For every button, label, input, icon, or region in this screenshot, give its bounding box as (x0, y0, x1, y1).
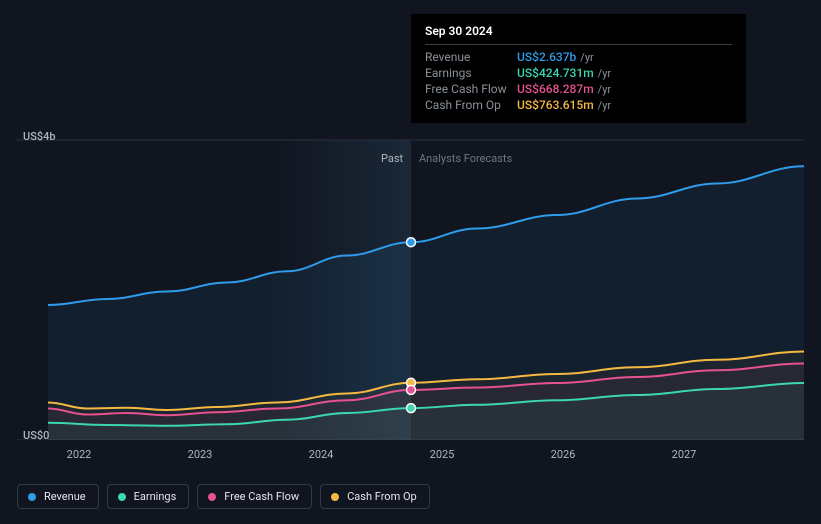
tooltip-row-unit: /yr (598, 99, 611, 112)
tooltip-row-unit: /yr (580, 51, 593, 64)
tooltip-row: RevenueUS$2.637b/yr (425, 49, 732, 65)
x-tick-label: 2023 (188, 448, 213, 461)
chart-tooltip: Sep 30 2024 RevenueUS$2.637b/yrEarningsU… (411, 14, 746, 123)
legend-dot (28, 493, 36, 501)
tooltip-row-label: Cash From Op (425, 98, 517, 112)
legend-label: Revenue (44, 490, 86, 503)
legend-label: Free Cash Flow (224, 490, 299, 503)
legend-item[interactable]: Earnings (107, 484, 190, 509)
tooltip-row-unit: /yr (598, 67, 611, 80)
series-marker (407, 238, 416, 247)
x-tick-label: 2022 (67, 448, 92, 461)
legend-item[interactable]: Cash From Op (320, 484, 430, 509)
chart-legend: Revenue Earnings Free Cash Flow Cash From O… (17, 484, 430, 509)
y-tick-label: US$0 (23, 429, 49, 442)
legend-label: Earnings (134, 490, 177, 503)
tooltip-row-value: US$424.731m (517, 66, 594, 80)
legend-dot (208, 493, 216, 501)
tooltip-row-label: Revenue (425, 50, 517, 64)
x-tick-label: 2025 (430, 448, 455, 461)
tooltip-row: EarningsUS$424.731m/yr (425, 65, 732, 81)
y-tick-label: US$4b (23, 130, 56, 143)
legend-item[interactable]: Revenue (17, 484, 99, 509)
x-tick-label: 2024 (309, 448, 334, 461)
tooltip-row-unit: /yr (598, 83, 611, 96)
series-marker (407, 385, 416, 394)
tooltip-row: Free Cash FlowUS$668.287m/yr (425, 81, 732, 97)
tooltip-row-value: US$2.637b (517, 50, 576, 64)
legend-dot (118, 493, 126, 501)
tooltip-row-label: Free Cash Flow (425, 82, 517, 96)
x-axis-labels: 2022 2023 2024 2025 2026 2027 (17, 448, 804, 468)
x-tick-label: 2026 (551, 448, 576, 461)
tooltip-row-label: Earnings (425, 66, 517, 80)
financial-chart: Past Analysts Forecasts US$4bUS$0 202220… (0, 0, 821, 524)
legend-label: Cash From Op (347, 490, 417, 503)
tooltip-title: Sep 30 2024 (425, 24, 732, 45)
legend-item[interactable]: Free Cash Flow (197, 484, 312, 509)
series-marker (407, 404, 416, 413)
x-tick-label: 2027 (672, 448, 697, 461)
tooltip-row-value: US$668.287m (517, 82, 594, 96)
tooltip-row: Cash From OpUS$763.615m/yr (425, 97, 732, 113)
tooltip-row-value: US$763.615m (517, 98, 594, 112)
legend-dot (331, 493, 339, 501)
